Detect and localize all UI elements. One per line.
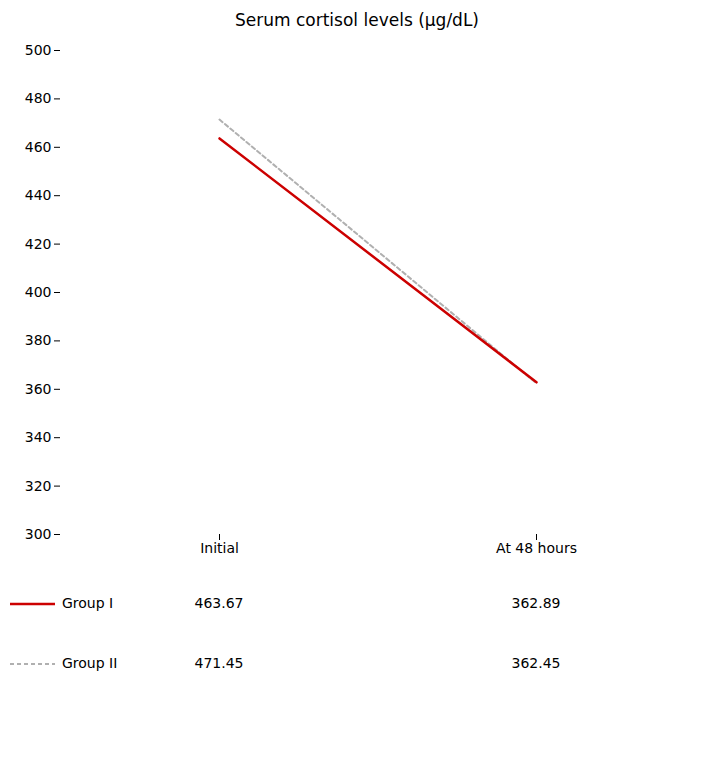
- svg-text:380: 380: [25, 332, 52, 348]
- svg-text:460: 460: [25, 139, 52, 155]
- svg-text:Group II: Group II: [62, 655, 117, 671]
- svg-text:Initial: Initial: [200, 540, 239, 556]
- svg-text:340: 340: [25, 429, 52, 445]
- svg-text:471.45: 471.45: [195, 655, 244, 671]
- svg-text:At 48 hours: At 48 hours: [496, 540, 577, 556]
- svg-text:420: 420: [25, 236, 52, 252]
- svg-text:362.89: 362.89: [512, 595, 561, 611]
- svg-text:500: 500: [25, 42, 52, 58]
- svg-text:360: 360: [25, 381, 52, 397]
- svg-text:362.45: 362.45: [512, 655, 561, 671]
- svg-text:320: 320: [25, 478, 52, 494]
- svg-text:300: 300: [25, 526, 52, 542]
- svg-text:Group I: Group I: [62, 595, 113, 611]
- html-text:Serum cortisol levels (μg/dL): Serum cortisol levels (μg/dL): [235, 10, 479, 30]
- svg-text:400: 400: [25, 284, 52, 300]
- svg-text:440: 440: [25, 187, 52, 203]
- svg-text:480: 480: [25, 90, 52, 106]
- svg-text:463.67: 463.67: [195, 595, 244, 611]
